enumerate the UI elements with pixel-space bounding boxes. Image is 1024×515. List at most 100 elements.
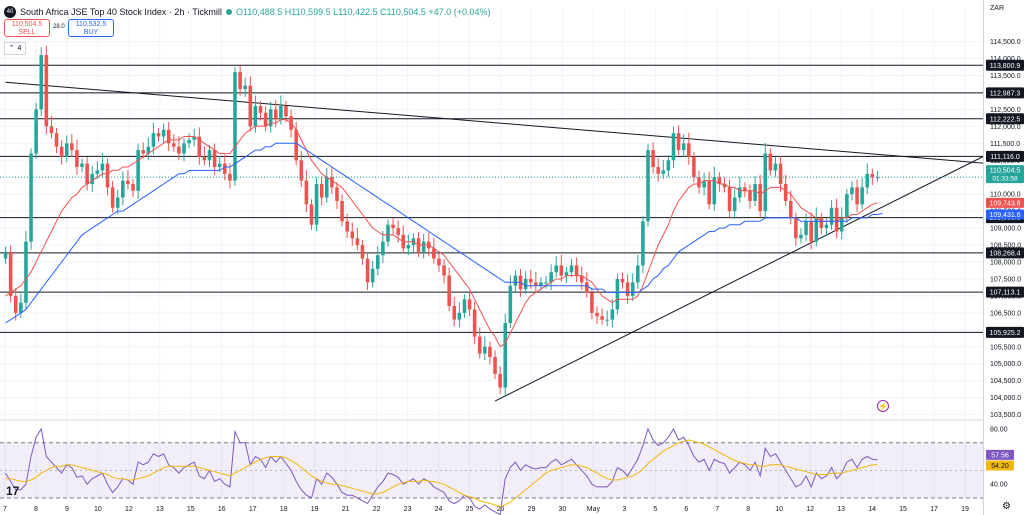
candle[interactable] [70, 143, 74, 151]
candle[interactable] [279, 106, 283, 120]
candle[interactable] [636, 265, 640, 283]
candle[interactable] [839, 217, 844, 232]
candle[interactable] [151, 133, 156, 147]
candle[interactable] [569, 265, 574, 273]
candle[interactable] [534, 282, 538, 286]
candle[interactable] [845, 194, 849, 218]
candle[interactable] [100, 163, 105, 171]
candle[interactable] [233, 72, 237, 181]
candle[interactable] [743, 187, 747, 191]
candle[interactable] [228, 173, 232, 181]
candle[interactable] [819, 217, 824, 229]
candle[interactable] [834, 207, 839, 232]
rsi-ma-line[interactable] [5, 439, 878, 507]
candle[interactable] [319, 184, 324, 198]
candle[interactable] [656, 167, 660, 174]
tradingview-logo[interactable]: 17 [6, 484, 20, 498]
candle[interactable] [182, 143, 186, 154]
candle[interactable] [156, 133, 161, 137]
candle[interactable] [467, 299, 472, 310]
candle[interactable] [681, 143, 686, 151]
candle[interactable] [875, 177, 880, 179]
candle[interactable] [166, 129, 171, 144]
candle[interactable] [121, 180, 125, 198]
candle[interactable] [687, 143, 691, 157]
candle[interactable] [737, 187, 742, 198]
candle[interactable] [865, 173, 870, 188]
candle[interactable] [375, 255, 380, 269]
candle[interactable] [299, 160, 304, 181]
candle[interactable] [559, 265, 564, 276]
candle[interactable] [850, 187, 854, 195]
candle[interactable] [661, 170, 666, 174]
candle[interactable] [330, 177, 334, 188]
candle[interactable] [554, 265, 559, 273]
candle[interactable] [783, 184, 788, 201]
candle[interactable] [610, 309, 615, 320]
candle[interactable] [243, 85, 247, 90]
candle[interactable] [498, 373, 502, 388]
trendline[interactable] [494, 156, 984, 402]
candle[interactable] [39, 55, 44, 110]
candle[interactable] [732, 197, 737, 212]
candle[interactable] [49, 126, 54, 134]
candle[interactable] [136, 150, 140, 191]
candle[interactable] [309, 204, 314, 225]
candle[interactable] [442, 265, 446, 276]
candle[interactable] [406, 245, 411, 249]
candle[interactable] [758, 184, 762, 212]
candle[interactable] [141, 150, 146, 154]
candle[interactable] [8, 251, 13, 296]
candle[interactable] [13, 295, 18, 313]
candle[interactable] [172, 143, 176, 147]
candle[interactable] [161, 129, 166, 137]
candle[interactable] [223, 163, 227, 174]
candle[interactable] [294, 129, 298, 161]
candle[interactable] [753, 184, 757, 201]
candle[interactable] [146, 146, 151, 154]
candle[interactable] [503, 323, 508, 388]
candle[interactable] [202, 156, 207, 161]
candle[interactable] [483, 346, 487, 354]
candle[interactable] [630, 282, 635, 296]
candle[interactable] [722, 184, 727, 188]
buy-button[interactable]: 110,532.5 BUY [68, 19, 114, 37]
candle[interactable] [64, 143, 69, 157]
candle[interactable] [304, 180, 309, 205]
candle[interactable] [697, 177, 701, 188]
candle[interactable] [386, 224, 390, 242]
candle[interactable] [488, 346, 492, 357]
candle[interactable] [860, 187, 864, 205]
candle[interactable] [105, 163, 110, 188]
candle[interactable] [671, 133, 676, 161]
candle[interactable] [462, 299, 467, 313]
candle[interactable] [391, 224, 395, 229]
candle[interactable] [528, 278, 533, 283]
sell-button[interactable]: 110,504.5 SELL [4, 19, 50, 37]
candle[interactable] [314, 184, 319, 225]
candle[interactable] [177, 146, 181, 154]
candle[interactable] [625, 282, 630, 296]
candle[interactable] [284, 106, 288, 117]
candle[interactable] [29, 153, 33, 242]
candle[interactable] [324, 177, 329, 198]
candle[interactable] [24, 241, 28, 303]
ma-slow-line[interactable] [5, 142, 883, 324]
candle[interactable] [574, 265, 579, 276]
candle[interactable] [646, 150, 650, 222]
indicators-toggle[interactable]: ⌃ 4 [4, 42, 26, 55]
gear-icon[interactable]: ⚙ [1002, 501, 1011, 512]
candle[interactable] [457, 312, 462, 320]
candle[interactable] [523, 278, 528, 290]
candle[interactable] [365, 258, 370, 283]
candle[interactable] [85, 163, 89, 184]
candle[interactable] [794, 217, 798, 239]
candle[interactable] [809, 221, 813, 242]
candle[interactable] [590, 292, 594, 313]
candle[interactable] [651, 150, 655, 168]
candle[interactable] [207, 150, 212, 161]
flash-icon[interactable]: ⚡ [877, 400, 889, 412]
candle[interactable] [396, 228, 400, 235]
candle[interactable] [217, 163, 222, 168]
